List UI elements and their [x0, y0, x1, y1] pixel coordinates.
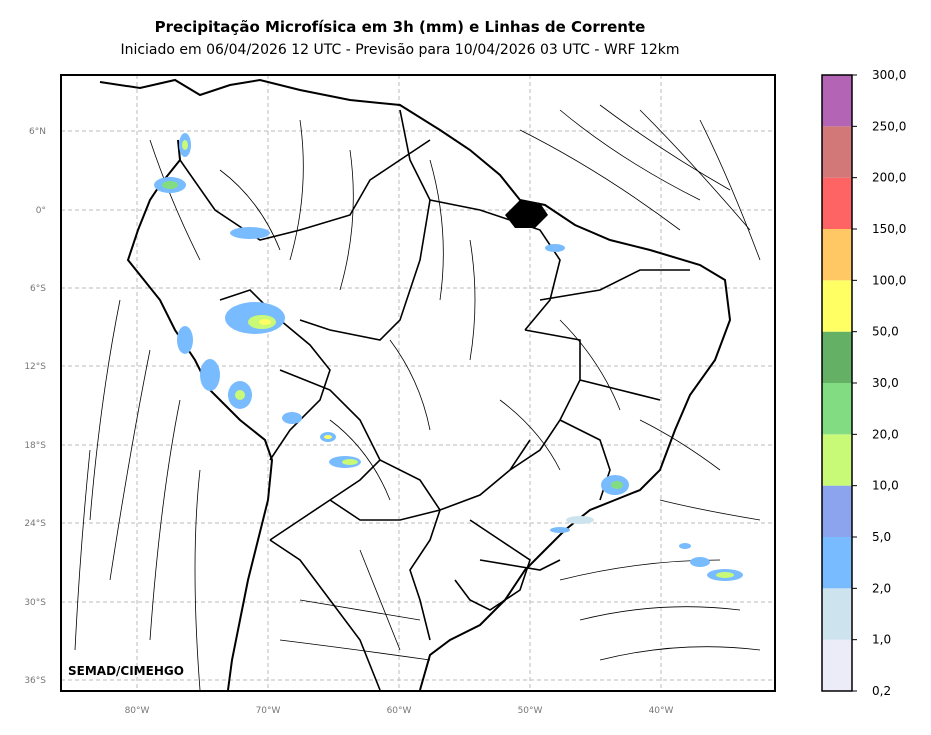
- map-frame: [60, 74, 776, 692]
- colorbar-label: 20,0: [872, 427, 899, 441]
- colorbar-label: 50,0: [872, 325, 899, 339]
- colorbar-label: 1,0: [872, 633, 891, 647]
- colorbar-label: 150,0: [872, 222, 906, 236]
- colorbar: [821, 74, 853, 692]
- colorbar-segment: [822, 383, 852, 435]
- lon-tick-label: 50°W: [518, 706, 543, 716]
- colorbar-segment: [822, 485, 852, 537]
- map-subtitle: Iniciado em 06/04/2026 12 UTC - Previsão…: [120, 42, 680, 58]
- gridlines: [61, 75, 775, 691]
- colorbar-label: 2,0: [872, 581, 891, 595]
- colorbar-segment: [822, 588, 852, 640]
- marajo-island: [505, 200, 548, 228]
- lon-tick-label: 70°W: [256, 706, 281, 716]
- colorbar-label: 250,0: [872, 119, 906, 133]
- lon-tick-label: 80°W: [125, 706, 150, 716]
- colorbar-segment: [822, 126, 852, 178]
- lat-tick-label: 36°S: [24, 676, 46, 686]
- colorbar-segment: [822, 331, 852, 383]
- colorbar-segment: [822, 75, 852, 127]
- colorbar-label: 300,0: [872, 68, 906, 82]
- lat-tick-label: 30°S: [24, 598, 46, 608]
- credit-label: SEMAD/CIMEHGO: [68, 664, 184, 678]
- streamlines: [74, 104, 761, 691]
- lat-tick-label: 6°N: [29, 127, 46, 137]
- colorbar-label: 100,0: [872, 273, 906, 287]
- colorbar-segment: [822, 434, 852, 486]
- colorbar-label: 10,0: [872, 479, 899, 493]
- lat-tick-label: 6°S: [30, 284, 46, 294]
- colorbar-label: 5,0: [872, 530, 891, 544]
- lon-tick-label: 40°W: [649, 706, 674, 716]
- colorbar-segment: [822, 537, 852, 589]
- lat-tick-label: 12°S: [24, 362, 46, 372]
- colorbar-segment: [822, 280, 852, 332]
- colorbar-segment: [822, 229, 852, 281]
- lat-tick-label: 18°S: [24, 441, 46, 451]
- colorbar-segment: [822, 177, 852, 229]
- lat-tick-label: 24°S: [24, 519, 46, 529]
- colorbar-segment: [822, 639, 852, 691]
- colorbar-label: 0,2: [872, 684, 891, 698]
- colorbar-label: 200,0: [872, 171, 906, 185]
- lon-tick-label: 60°W: [387, 706, 412, 716]
- colorbar-label: 30,0: [872, 376, 899, 390]
- precipitation-patches: [154, 133, 743, 581]
- map-title: Precipitação Microfísica em 3h (mm) e Li…: [154, 18, 646, 36]
- lat-tick-label: 0°: [36, 206, 46, 216]
